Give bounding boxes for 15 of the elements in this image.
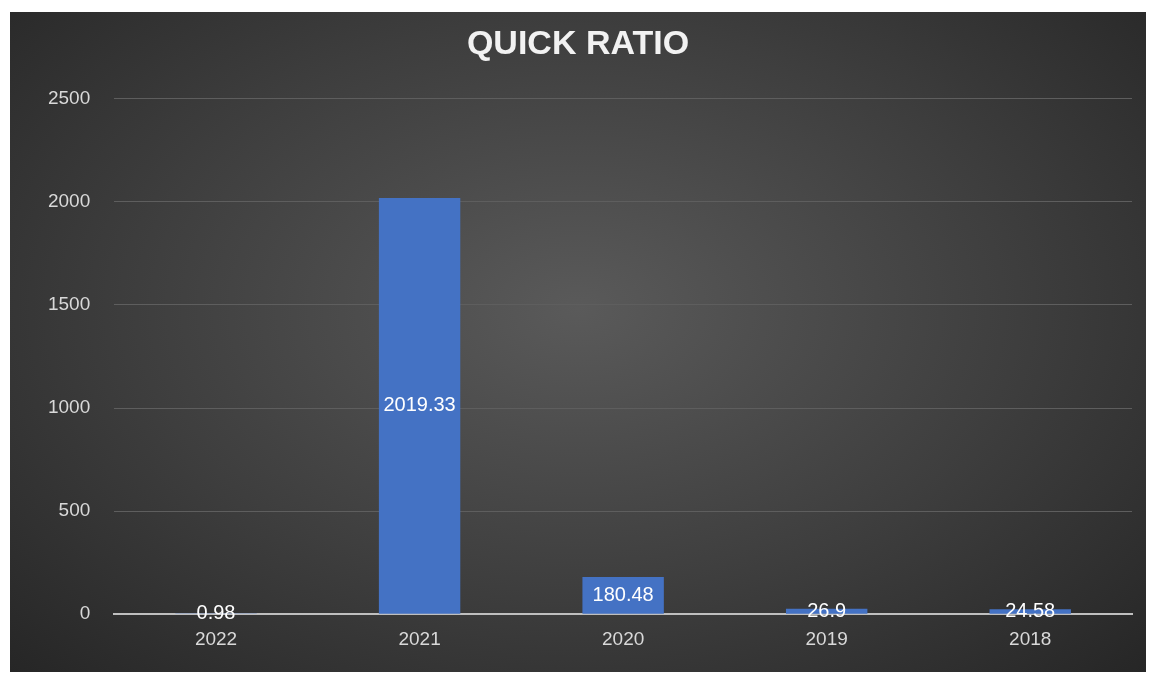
y-tick-label: 2500 [47, 87, 91, 109]
data-label: 2019.33 [383, 393, 456, 416]
y-tick-label: 0 [79, 602, 91, 624]
y-tick-label: 1500 [47, 293, 91, 315]
x-tick-label: 2020 [601, 627, 645, 649]
x-tick-label: 2018 [1009, 627, 1052, 649]
data-label: 180.48 [592, 582, 654, 605]
x-tick-label: 2019 [805, 627, 848, 649]
y-tick-label: 500 [58, 499, 91, 521]
data-label: 24.58 [1005, 598, 1056, 621]
y-tick-label: 1000 [47, 396, 91, 418]
chart-title: QUICK RATIO [466, 22, 690, 61]
y-tick-label: 2000 [47, 190, 91, 212]
x-tick-label: 2021 [398, 627, 441, 649]
x-tick-label: 2022 [194, 627, 238, 649]
